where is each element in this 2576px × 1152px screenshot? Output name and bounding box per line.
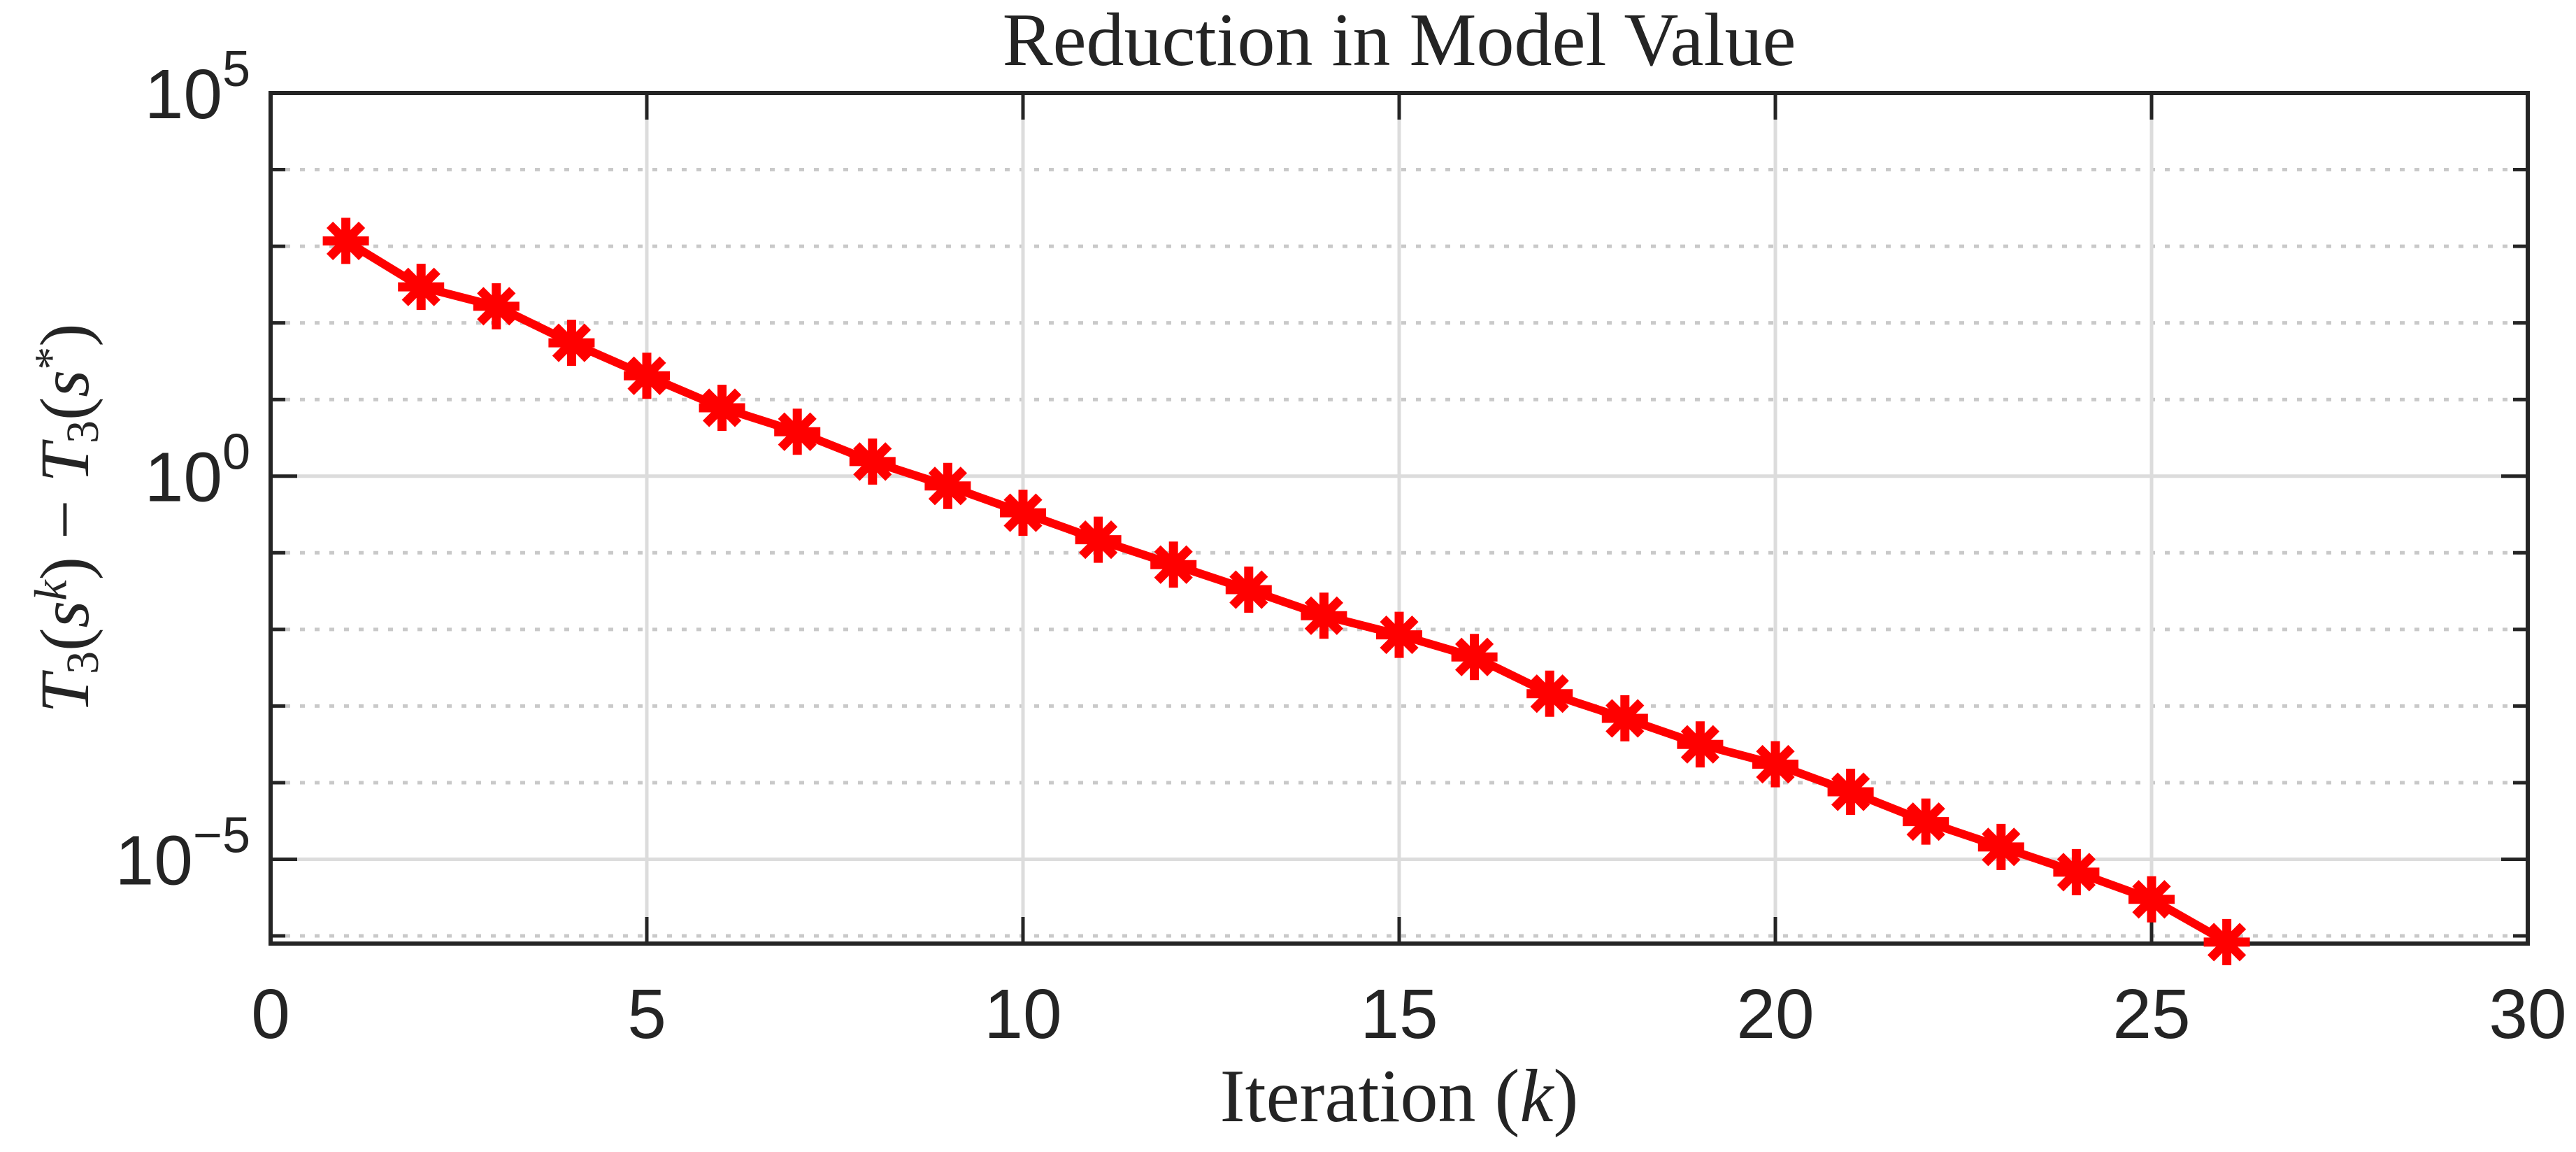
marker-arm	[327, 221, 366, 261]
marker-asterisk	[1376, 611, 1422, 658]
y-label-seg-4: k	[25, 580, 77, 601]
marker-arm	[1079, 520, 1118, 560]
x-label-seg-0: Iteration (	[1219, 1055, 1520, 1138]
marker-asterisk	[1451, 634, 1498, 681]
y-label-seg-8: 3	[57, 420, 108, 444]
marker-arm	[1380, 615, 1419, 655]
marker-arm	[1304, 596, 1343, 635]
x-tick-label: 25	[2112, 975, 2190, 1053]
x-tick-label: 5	[627, 975, 666, 1053]
marker-arm	[1455, 637, 1494, 676]
marker-asterisk	[2203, 918, 2250, 965]
marker-asterisk	[1752, 741, 1798, 788]
marker-asterisk	[1977, 823, 2024, 870]
y-tick-label: 10−5	[115, 807, 250, 899]
x-tick-label: 15	[1360, 975, 1438, 1053]
y-tick-label: 100	[145, 425, 250, 517]
marker-asterisk	[774, 408, 821, 455]
y-label-seg-11: *	[25, 346, 77, 370]
marker-asterisk	[849, 438, 896, 485]
marker-asterisk	[2128, 876, 2175, 923]
x-tick-label: 0	[251, 975, 290, 1053]
marker-arm	[1154, 545, 1193, 584]
y-label-seg-6: −	[26, 482, 104, 557]
marker-asterisk	[1301, 592, 1347, 639]
marker-asterisk	[1903, 798, 1949, 845]
y-label-seg-2: (	[26, 627, 104, 651]
marker-asterisk	[1150, 541, 1197, 588]
x-label-seg-1: k	[1519, 1055, 1554, 1138]
y-label-seg-10: s	[26, 369, 104, 397]
y-tick-exponent: −5	[193, 807, 250, 863]
marker-arm	[1605, 699, 1645, 738]
marker-arm	[1680, 725, 1719, 764]
plot-box	[269, 91, 2530, 946]
y-tick-exponent: 0	[222, 425, 250, 481]
series-markers	[322, 218, 2250, 965]
marker-arm	[853, 442, 892, 481]
marker-asterisk	[1000, 490, 1046, 536]
x-tick-label: 10	[984, 975, 1061, 1053]
marker-asterisk	[924, 462, 971, 509]
marker-arm	[2208, 923, 2247, 962]
marker-asterisk	[398, 264, 445, 311]
marker-asterisk	[1601, 695, 1648, 742]
x-label-seg-2: )	[1553, 1055, 1579, 1138]
y-label-seg-12: )	[26, 323, 104, 347]
y-label-seg-0: T	[26, 674, 104, 713]
y-label-seg-5: )	[26, 557, 104, 581]
marker-arm	[1831, 772, 1870, 811]
marker-arm	[928, 467, 967, 506]
y-label-seg-7: T	[26, 443, 104, 483]
series-line	[343, 237, 2229, 946]
marker-asterisk	[473, 283, 520, 329]
y-tick-exponent: 5	[222, 41, 250, 97]
marker-arm	[627, 356, 666, 395]
y-label-seg-3: s	[26, 600, 104, 628]
marker-arm	[778, 412, 817, 451]
marker-arm	[1003, 493, 1043, 532]
marker-arm	[401, 267, 441, 306]
marker-arm	[703, 388, 742, 427]
marker-asterisk	[2053, 848, 2100, 895]
marker-asterisk	[322, 218, 369, 264]
marker-asterisk	[1225, 567, 1272, 613]
y-tick-label: 105	[145, 41, 250, 134]
marker-asterisk	[1075, 516, 1122, 563]
x-tick-label: 20	[1736, 975, 1814, 1053]
marker-asterisk	[1677, 721, 1724, 768]
y-label-seg-1: 3	[57, 650, 108, 674]
marker-asterisk	[1526, 670, 1573, 717]
y-label-seg-9: (	[26, 397, 104, 421]
marker-asterisk	[548, 320, 595, 367]
marker-arm	[1229, 570, 1268, 609]
marker-asterisk	[624, 353, 670, 399]
marker-arm	[2056, 853, 2096, 892]
marker-arm	[1982, 827, 2021, 867]
x-tick-label: 30	[2489, 975, 2566, 1053]
y-axis-label: T3(sk) − T3(s*)	[24, 323, 110, 713]
chart-title: Reduction in Model Value	[1002, 0, 1796, 82]
marker-arm	[1530, 674, 1569, 713]
marker-asterisk	[699, 385, 745, 432]
marker-arm	[2132, 880, 2171, 919]
marker-arm	[552, 323, 591, 362]
marker-arm	[1906, 802, 1945, 841]
marker-arm	[477, 287, 516, 326]
x-axis-label: Iteration (k)	[271, 1053, 2528, 1140]
marker-arm	[1756, 744, 1795, 784]
marker-asterisk	[1827, 769, 1874, 816]
